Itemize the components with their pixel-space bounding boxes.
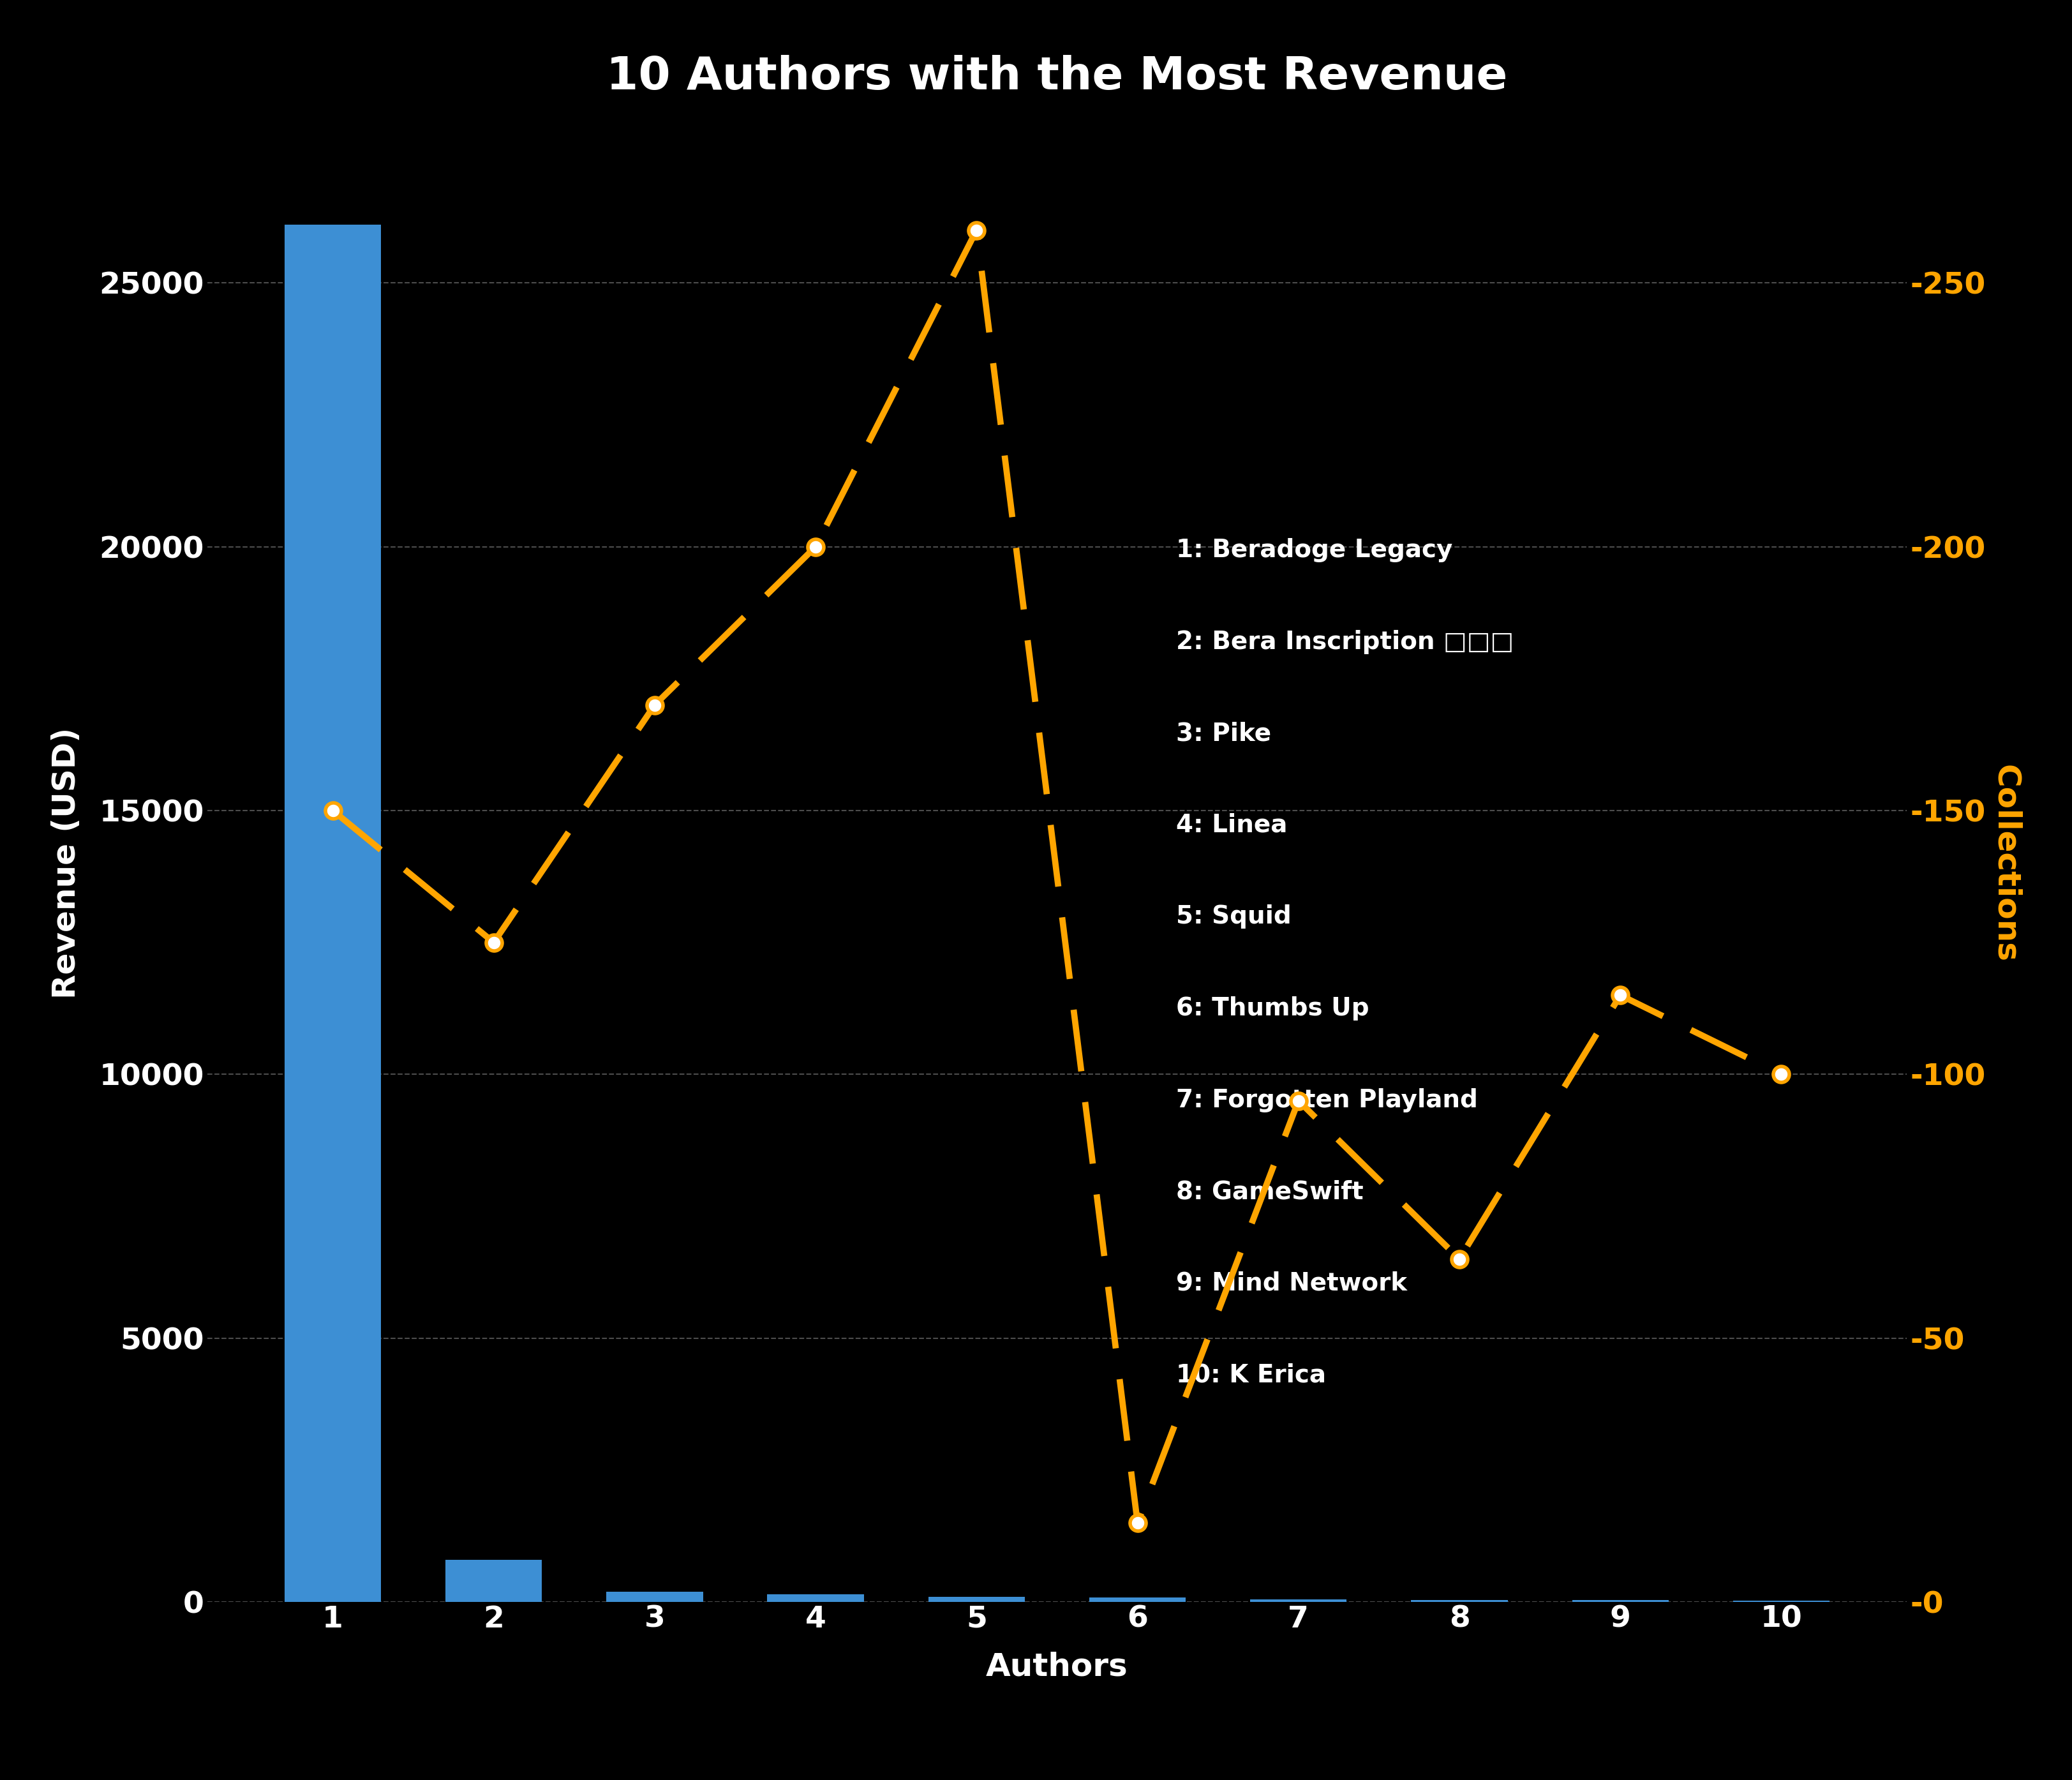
Bar — [928, 1597, 1024, 1602]
Bar — [1411, 1600, 1506, 1602]
Text: 8: GameSwift: 8: GameSwift — [1175, 1180, 1363, 1203]
Bar — [284, 224, 381, 1602]
Text: 9: Mind Network: 9: Mind Network — [1175, 1271, 1407, 1296]
Text: 2: Bera Inscription □□□: 2: Bera Inscription □□□ — [1175, 630, 1513, 653]
Text: 10: K Erica: 10: K Erica — [1175, 1363, 1326, 1387]
Bar — [767, 1595, 864, 1602]
Text: 1: Beradoge Legacy: 1: Beradoge Legacy — [1175, 538, 1452, 562]
Text: 6: Thumbs Up: 6: Thumbs Up — [1175, 997, 1370, 1020]
Bar — [1090, 1598, 1185, 1602]
Title: 10 Authors with the Most Revenue: 10 Authors with the Most Revenue — [607, 55, 1506, 98]
Y-axis label: Revenue (USD): Revenue (USD) — [52, 728, 81, 999]
Text: 5: Squid: 5: Squid — [1175, 904, 1291, 929]
Y-axis label: Collections: Collections — [1989, 764, 2020, 963]
Bar — [445, 1559, 543, 1602]
Bar — [1571, 1600, 1668, 1602]
X-axis label: Authors: Authors — [986, 1652, 1127, 1682]
Bar — [1249, 1600, 1347, 1602]
Text: 4: Linea: 4: Linea — [1175, 813, 1287, 837]
Text: 3: Pike: 3: Pike — [1175, 721, 1270, 746]
Bar — [607, 1591, 702, 1602]
Text: 7: Forgotten Playland: 7: Forgotten Playland — [1175, 1088, 1477, 1112]
